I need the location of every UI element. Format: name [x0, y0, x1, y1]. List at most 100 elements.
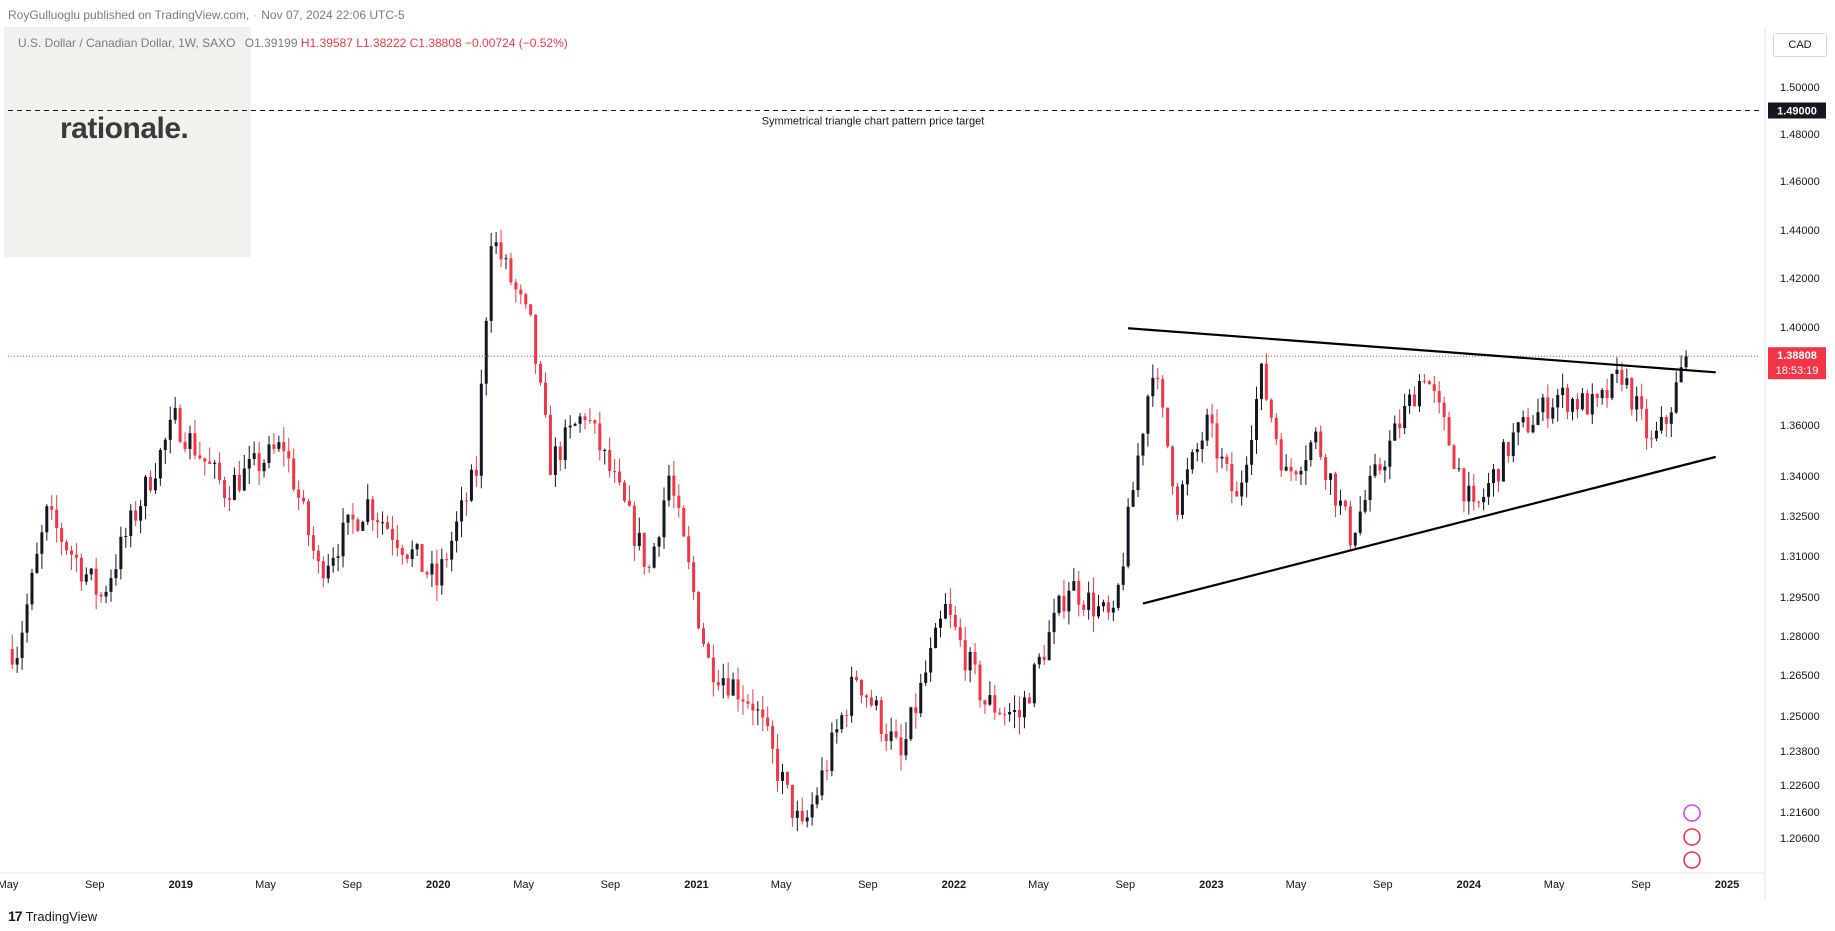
candle-body	[1319, 431, 1323, 458]
candle	[1506, 441, 1510, 463]
candle	[262, 459, 266, 478]
candle-body	[919, 682, 923, 714]
price-target-label-box	[1768, 102, 1826, 119]
candle	[1482, 488, 1486, 511]
candle-body	[1650, 438, 1654, 440]
candle	[751, 689, 755, 726]
candle	[978, 660, 982, 708]
candle	[381, 511, 385, 535]
candle	[1457, 457, 1461, 472]
candle	[805, 810, 809, 828]
candle	[435, 549, 439, 601]
candle-body	[830, 732, 834, 771]
candle-body	[311, 535, 315, 551]
candle-body	[297, 489, 301, 498]
candle	[430, 550, 434, 587]
candle	[776, 734, 780, 792]
time-tick-label: 2019	[169, 879, 193, 891]
candle	[618, 458, 622, 486]
candle-body	[766, 717, 770, 727]
candle	[1437, 381, 1441, 414]
candle-body	[10, 649, 14, 665]
candle-body	[978, 664, 982, 701]
candle	[504, 254, 508, 270]
candle-body	[622, 482, 626, 501]
candle-body	[1437, 391, 1441, 403]
candle-body	[1447, 417, 1451, 446]
candle-body	[1571, 399, 1575, 412]
candle-body	[1274, 417, 1278, 440]
candle	[79, 553, 83, 591]
candle-body	[1393, 423, 1397, 441]
candle-body	[1289, 466, 1293, 472]
tradingview-logo-text: TradingView	[25, 908, 98, 924]
candle	[993, 684, 997, 720]
candle-body	[1151, 377, 1155, 397]
candle	[1403, 393, 1407, 435]
candle-body	[1590, 394, 1594, 415]
candle	[144, 474, 148, 520]
candle-body	[677, 495, 681, 508]
price-tick-label: 1.31000	[1780, 551, 1820, 563]
candle	[1595, 393, 1599, 408]
candle-body	[746, 701, 750, 704]
candle	[385, 515, 389, 530]
tradingview-footer[interactable]: 17 TradingView	[8, 908, 97, 924]
candle	[603, 448, 607, 465]
candle-body	[820, 770, 824, 796]
candle	[1383, 460, 1387, 483]
candle	[771, 720, 775, 764]
candle-body	[627, 500, 631, 506]
candle	[1062, 579, 1066, 619]
candle-body	[232, 474, 236, 500]
candle-body	[188, 433, 192, 449]
time-tick-label: May	[1286, 879, 1307, 891]
candle-body	[109, 578, 113, 592]
candle	[178, 404, 182, 443]
currency-selector[interactable]: CAD	[1773, 33, 1827, 57]
candle-body	[1205, 414, 1209, 441]
candle-body	[1126, 506, 1130, 567]
candle	[450, 531, 454, 572]
candle	[1106, 595, 1110, 620]
candle-body	[711, 657, 715, 683]
candle-body	[953, 614, 957, 628]
candle-body	[741, 699, 745, 702]
candle-body	[1255, 399, 1259, 440]
candle	[1146, 394, 1150, 447]
candle-body	[869, 697, 873, 706]
candle-body	[543, 382, 547, 415]
candle	[499, 229, 503, 268]
candle	[198, 441, 202, 460]
trendline-lower	[1142, 455, 1716, 605]
candle	[568, 415, 572, 439]
candle-body	[1215, 423, 1219, 459]
candle	[1566, 383, 1570, 420]
candle-body	[529, 304, 533, 315]
candle-body	[850, 676, 854, 716]
candle-body	[213, 462, 217, 464]
candle	[736, 667, 740, 712]
symbol-legend[interactable]: U.S. Dollar / Canadian Dollar, 1W, SAXO …	[18, 36, 568, 50]
candle	[1620, 362, 1624, 392]
candle	[652, 542, 656, 569]
candle-body	[568, 425, 572, 428]
candle	[1151, 364, 1155, 407]
candle	[622, 479, 626, 503]
candle-body	[163, 439, 167, 451]
candle	[548, 405, 552, 476]
candle-body	[632, 505, 636, 546]
candle	[1176, 482, 1180, 521]
candle-body	[993, 695, 997, 713]
candle	[1195, 442, 1199, 462]
candle-body	[173, 408, 177, 420]
candle-body	[815, 795, 819, 805]
candle	[168, 406, 172, 454]
candle-body	[489, 246, 493, 321]
candle	[1551, 398, 1555, 424]
candle	[311, 526, 315, 559]
candle-body	[469, 469, 473, 501]
candle	[494, 232, 498, 254]
candle-body	[692, 562, 696, 593]
